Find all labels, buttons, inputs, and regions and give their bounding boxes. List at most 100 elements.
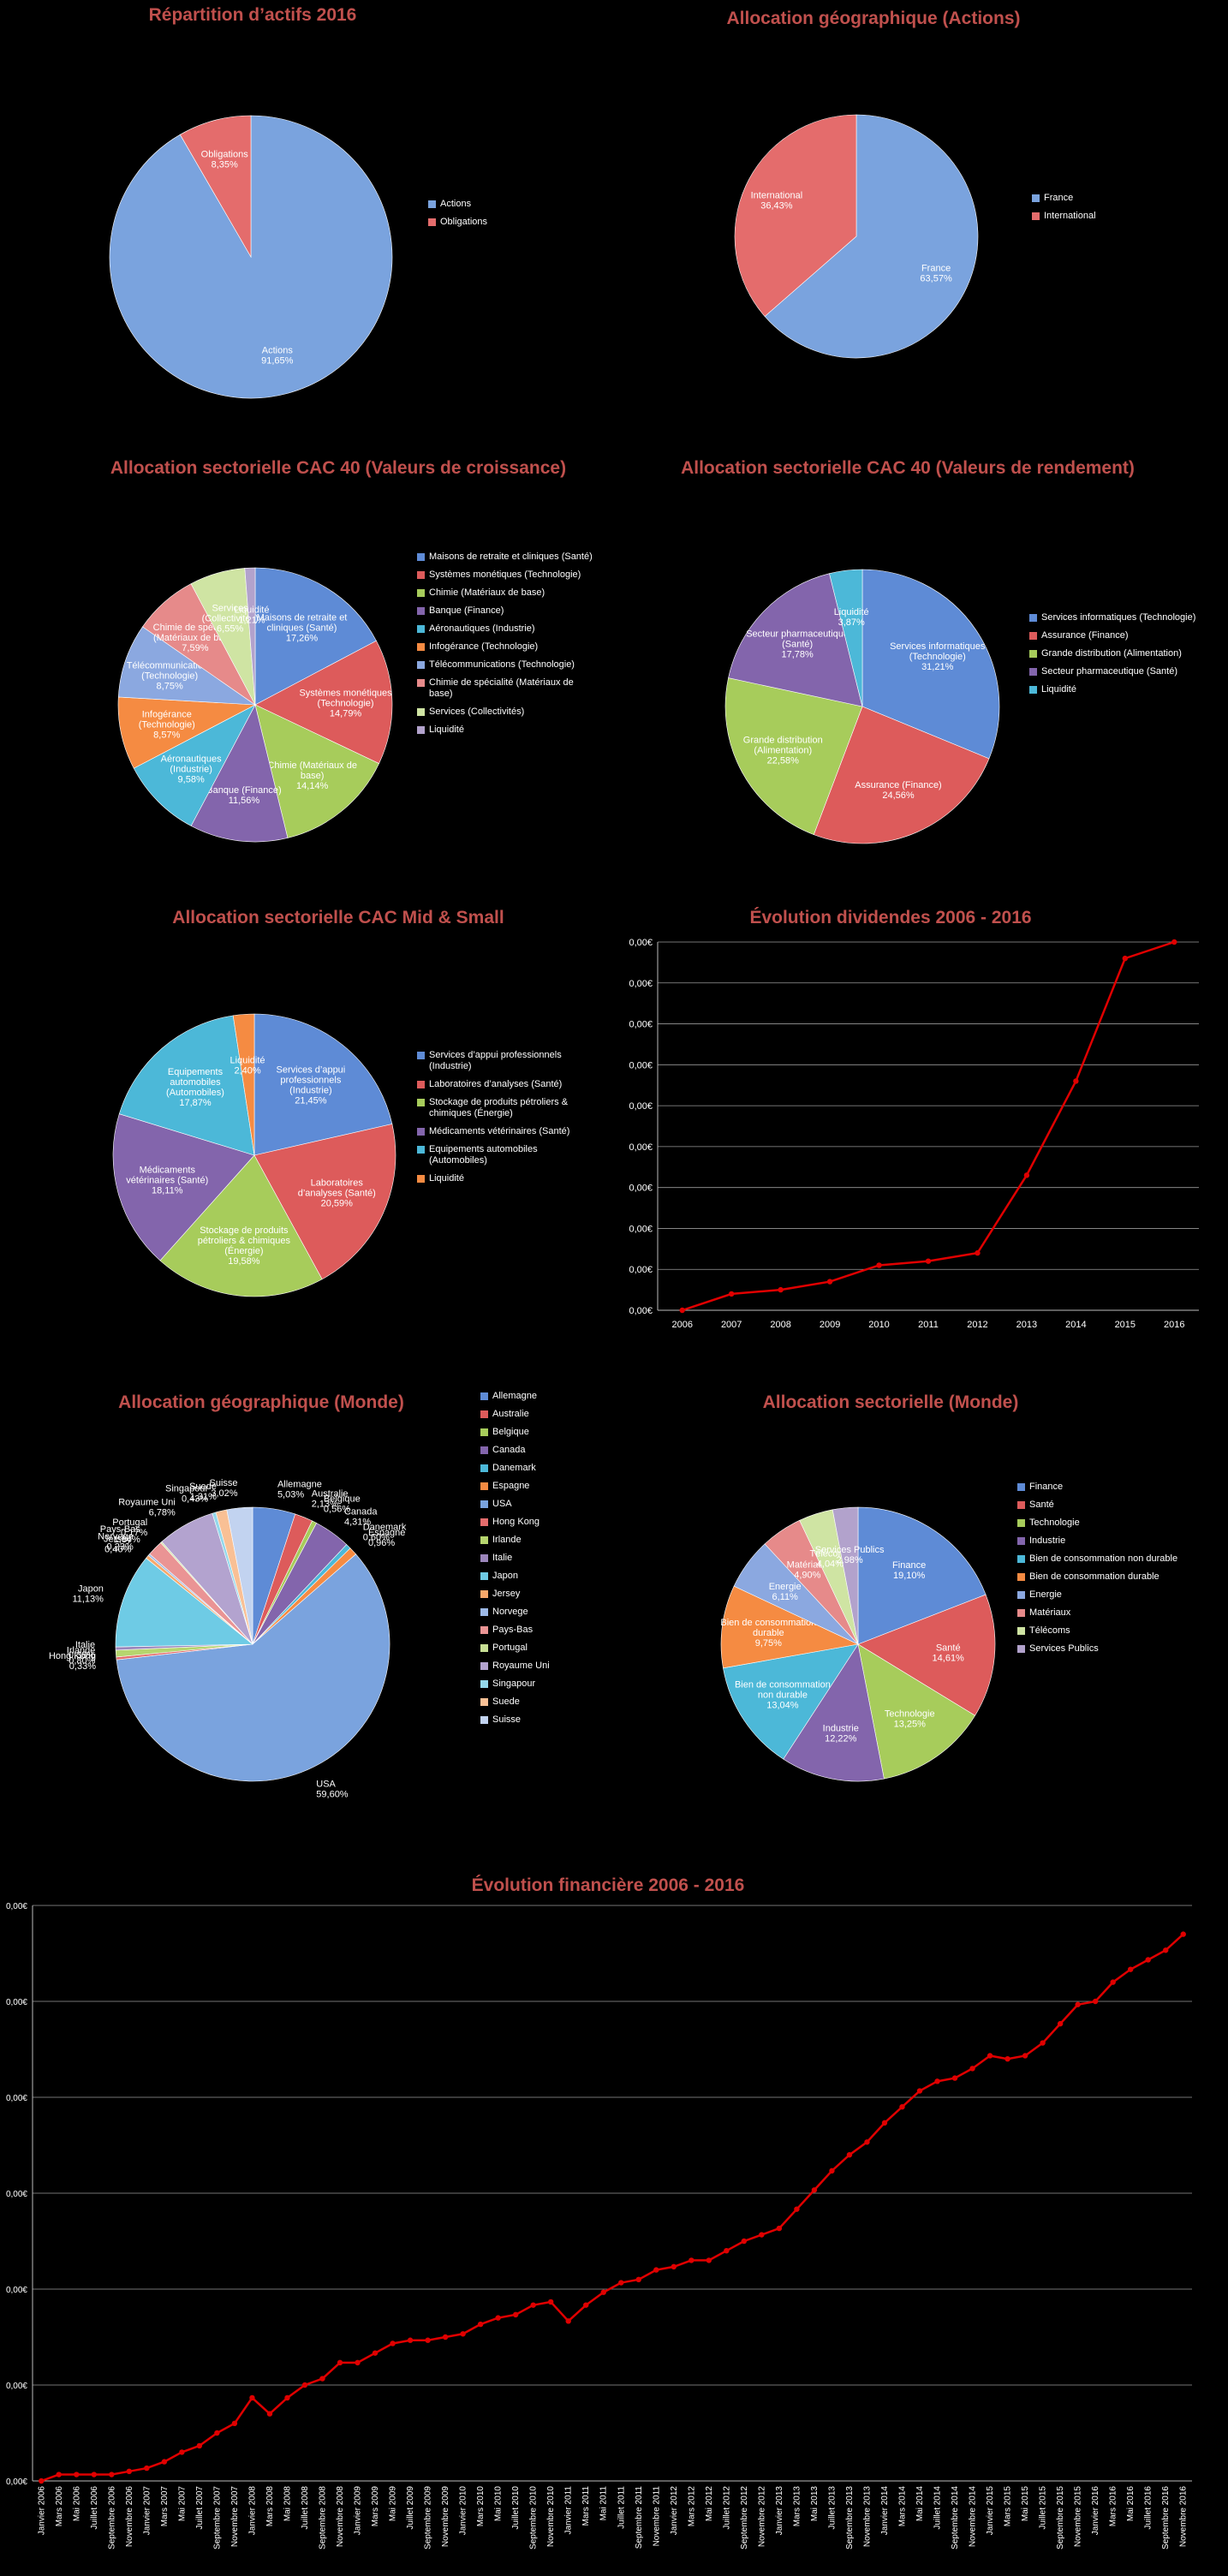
legend-swatch [1017, 1501, 1025, 1509]
slice-name-label: (Santé) [782, 640, 813, 650]
y-tick-label: 0,00€ [629, 1265, 653, 1275]
legend-item: Services d’appui professionnels (Industr… [417, 1050, 597, 1072]
legend-label: Services (Collectivités) [429, 707, 525, 717]
slice-value-label: 2,13% [312, 1499, 338, 1509]
data-point [934, 2078, 940, 2084]
slice-name-label: Royaume Uni [118, 1498, 176, 1508]
pie-slice [724, 677, 863, 835]
slice-value-label: 0,96% [368, 1538, 395, 1548]
data-point [1127, 1966, 1134, 1972]
x-tick-label: Novembre 2012 [757, 2486, 766, 2548]
x-tick-label: Janvier 2011 [564, 2486, 574, 2535]
slice-value-label: 4,31% [344, 1517, 371, 1527]
legend-item: Télécommunications (Technologie) [417, 659, 597, 671]
slice-value-label: 0,40% [104, 1545, 131, 1555]
legend-swatch [417, 726, 425, 734]
slice-name-label: (Alimentation) [754, 746, 812, 756]
legend-item: Stockage de produits pétroliers & chimiq… [417, 1097, 597, 1119]
data-point [1163, 1947, 1169, 1953]
legend-swatch [417, 571, 425, 579]
pie-slice [728, 573, 863, 707]
data-point [355, 2359, 361, 2366]
slice-name-label: Stockage de produits [200, 1225, 289, 1236]
y-tick-label: 0,00€ [6, 1902, 27, 1911]
slice-value-label: 17,78% [781, 650, 814, 660]
data-point [829, 2168, 835, 2174]
slice-value-label: 0,43% [182, 1494, 208, 1504]
slice-name-label: base) [301, 771, 325, 781]
legend-swatch [480, 1662, 488, 1670]
slice-value-label: 14,79% [330, 709, 362, 719]
x-tick-label: Novembre 2011 [652, 2486, 661, 2547]
y-tick-label: 0,00€ [6, 2478, 27, 2487]
series-line [40, 1933, 1184, 2483]
legend-swatch [480, 1554, 488, 1562]
data-point [826, 1279, 833, 1285]
slice-name-label: Suede [189, 1482, 217, 1492]
legend-label: Services Publics [1029, 1643, 1099, 1654]
legend-label: France [1044, 193, 1074, 203]
legend-item: Portugal [480, 1643, 583, 1654]
legend-label: Assurance (Finance) [1041, 630, 1129, 641]
legend-label: Allemagne [492, 1391, 537, 1401]
slice-name-label: Bien de consommation [735, 1679, 831, 1690]
slice-value-label: 1,21% [238, 615, 265, 625]
x-tick-label: 2006 [671, 1320, 692, 1330]
legend-item: Chimie (Matériaux de base) [417, 587, 597, 599]
pie-slice [116, 1553, 390, 1782]
slice-label: Banque (Finance)11,56% [206, 785, 281, 806]
legend-label: Infogérance (Technologie) [429, 641, 539, 652]
x-tick-label: Novembre 2016 [1179, 2486, 1189, 2548]
data-point [1122, 955, 1129, 962]
legend-swatch [480, 1536, 488, 1544]
legend-item: Services (Collectivités) [417, 707, 597, 718]
legend-item: Technologie [1017, 1518, 1223, 1529]
legend-item: Jersey [480, 1589, 583, 1600]
legend-label: Finance [1029, 1482, 1064, 1492]
legend-item: Laboratoires d’analyses (Santé) [417, 1079, 597, 1090]
legend-label: Irlande [492, 1535, 522, 1545]
slice-name-label: Pays-Bas [100, 1524, 141, 1535]
legend-swatch [1029, 632, 1037, 640]
pie-slice [232, 1013, 255, 1156]
slice-name-label: Finance [892, 1560, 926, 1571]
slice-name-label: Aéronautiques [161, 754, 222, 764]
data-point [881, 2120, 888, 2126]
legend-item: Assurance (Finance) [1029, 630, 1213, 641]
pie-slice [133, 704, 256, 826]
slice-value-label: 59,60% [316, 1789, 349, 1799]
data-point [776, 2225, 783, 2232]
line-chart-dividendes: 0,00€ 0,00€ 0,00€ 0,00€ 0,00€ 0,00€ 0,00€ 0,00€… [629, 938, 1199, 1330]
x-tick-label: Mai 2014 [915, 2486, 925, 2522]
x-tick-label: Septembre 2013 [845, 2486, 855, 2549]
slice-name-label: Assurance (Finance) [855, 780, 942, 790]
data-point [794, 2206, 800, 2212]
data-point [372, 2350, 379, 2356]
x-tick-label: Novembre 2008 [336, 2486, 345, 2548]
legend-swatch [417, 1146, 425, 1154]
pie-slice [254, 640, 393, 764]
line-panel-financiere: Évolution financière 2006 - 2016 0,00€ 0,… [0, 1867, 1228, 2576]
legend-label: Technologie [1029, 1518, 1080, 1528]
slice-name-label: Bien de consommation [720, 1618, 816, 1628]
pie-slice [832, 1506, 859, 1645]
slice-name-label: Jersey [104, 1535, 132, 1545]
legend: Finance Santé Technologie Industrie Bien de … [1017, 1482, 1223, 1661]
legend-label: Matériaux [1029, 1607, 1071, 1618]
legend-swatch [417, 679, 425, 687]
slice-name-label: Services d’appui [277, 1064, 346, 1075]
line-panel-dividendes: Évolution dividendes 2006 - 2016 0,00€ 0,… [617, 899, 1228, 1345]
legend-swatch [428, 218, 436, 226]
data-point [196, 2442, 203, 2449]
legend-item: Systèmes monétiques (Technologie) [417, 569, 597, 581]
y-tick-label: 0,00€ [629, 938, 653, 948]
legend-swatch [480, 1392, 488, 1400]
x-tick-label: Janvier 2006 [37, 2486, 46, 2536]
